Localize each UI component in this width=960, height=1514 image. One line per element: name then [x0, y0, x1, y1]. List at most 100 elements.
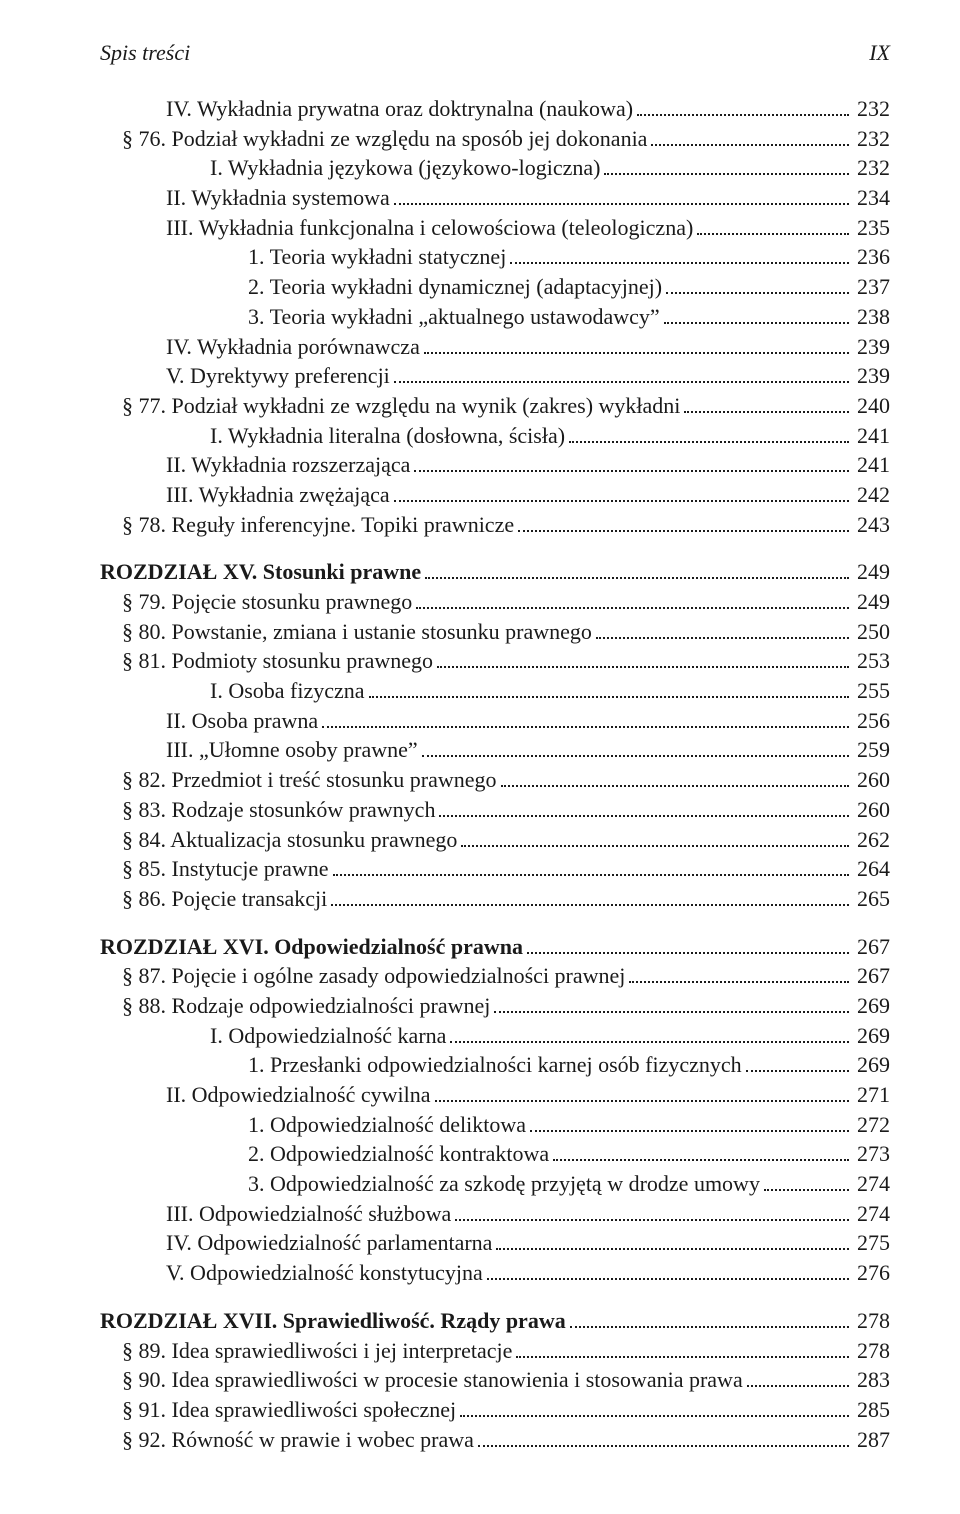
toc-leader-dots: [496, 1229, 849, 1251]
toc-page-number: 269: [853, 1050, 890, 1080]
toc-label: III. Odpowiedzialność służbowa: [166, 1199, 451, 1229]
toc-label: § 92. Równość w prawie i wobec prawa: [122, 1425, 474, 1455]
toc-line: § 89. Idea sprawiedliwości i jej interpr…: [100, 1336, 890, 1366]
toc-label: I. Osoba fizyczna: [210, 676, 365, 706]
toc-label: II. Wykładnia systemowa: [166, 183, 390, 213]
toc-leader-dots: [437, 647, 849, 669]
toc-leader-dots: [322, 706, 849, 728]
toc-page-number: 232: [853, 153, 890, 183]
toc-leader-dots: [425, 558, 849, 580]
toc-line: II. Odpowiedzialność cywilna 271: [100, 1080, 890, 1110]
toc-line: V. Dyrektywy preferencji239: [100, 361, 890, 391]
toc-label: II. Wykładnia rozszerzająca: [166, 450, 410, 480]
toc-page-number: 236: [853, 242, 890, 272]
toc-leader-dots: [455, 1199, 849, 1221]
toc-label: 3. Odpowiedzialność za szkodę przyjętą w…: [248, 1169, 760, 1199]
toc-label: I. Wykładnia językowa (językowo-logiczna…: [210, 153, 600, 183]
toc-page-number: 283: [853, 1365, 890, 1395]
toc-line: § 90. Idea sprawiedliwości w procesie st…: [100, 1365, 890, 1395]
toc-label: II. Osoba prawna: [166, 706, 318, 736]
toc-leader-dots: [478, 1425, 849, 1447]
toc-line: § 87. Pojęcie i ogólne zasady odpowiedzi…: [100, 961, 890, 991]
toc-page-number: 276: [853, 1258, 890, 1288]
toc-label: § 90. Idea sprawiedliwości w procesie st…: [122, 1365, 743, 1395]
toc-leader-dots: [369, 676, 849, 698]
toc-label: § 87. Pojęcie i ogólne zasady odpowiedzi…: [122, 961, 625, 991]
toc-label: 2. Odpowiedzialność kontraktowa: [248, 1139, 549, 1169]
toc-leader-dots: [604, 154, 849, 176]
toc-leader-dots: [516, 1336, 849, 1358]
toc-leader-dots: [637, 94, 849, 116]
toc-line: 1. Przesłanki odpowiedzialności karnej o…: [100, 1050, 890, 1080]
toc-leader-dots: [553, 1140, 849, 1162]
toc-label: III. Wykładnia zwężająca: [166, 480, 390, 510]
toc-page-number: 241: [853, 421, 890, 451]
toc-leader-dots: [746, 1051, 849, 1073]
toc-page-number: 232: [853, 94, 890, 124]
toc-leader-dots: [435, 1080, 849, 1102]
header-right: IX: [869, 40, 890, 66]
toc-page-number: 259: [853, 735, 890, 765]
toc-leader-dots: [487, 1258, 849, 1280]
toc-label: § 83. Rodzaje stosunków prawnych: [122, 795, 435, 825]
toc-line: I. Wykładnia literalna (dosłowna, ścisła…: [100, 421, 890, 451]
toc-label: 1. Odpowiedzialność deliktowa: [248, 1110, 526, 1140]
toc-leader-dots: [651, 124, 849, 146]
toc-page-number: 249: [853, 587, 890, 617]
toc-label: § 86. Pojęcie transakcji: [122, 884, 327, 914]
toc-label: § 82. Przedmiot i treść stosunku prawneg…: [122, 765, 497, 795]
toc-page-number: 234: [853, 183, 890, 213]
toc-line: 2. Teoria wykładni dynamicznej (adaptacy…: [100, 272, 890, 302]
toc-leader-dots: [747, 1365, 849, 1387]
toc-line: II. Wykładnia systemowa 234: [100, 183, 890, 213]
toc-page-number: 269: [853, 991, 890, 1021]
toc-label: § 79. Pojęcie stosunku prawnego: [122, 587, 412, 617]
toc-leader-dots: [439, 795, 849, 817]
toc-label: 1. Przesłanki odpowiedzialności karnej o…: [248, 1050, 742, 1080]
toc-page-number: 241: [853, 450, 890, 480]
toc-label: II. Odpowiedzialność cywilna: [166, 1080, 431, 1110]
toc-page-number: 242: [853, 480, 890, 510]
toc-page-number: 256: [853, 706, 890, 736]
toc-label: I. Wykładnia literalna (dosłowna, ścisła…: [210, 421, 565, 451]
toc-page-number: 267: [853, 961, 890, 991]
header-left: Spis treści: [100, 40, 190, 66]
toc-leader-dots: [510, 243, 849, 265]
toc-leader-dots: [331, 884, 849, 906]
toc-line: III. Wykładnia funkcjonalna i celowościo…: [100, 213, 890, 243]
toc-leader-dots: [530, 1110, 849, 1132]
toc-label: § 76. Podział wykładni ze względu na spo…: [122, 124, 647, 154]
toc-line: IV. Wykładnia prywatna oraz doktrynalna …: [100, 94, 890, 124]
toc-line: 2. Odpowiedzialność kontraktowa 273: [100, 1139, 890, 1169]
toc-line: III. Wykładnia zwężająca 242: [100, 480, 890, 510]
toc-page-number: 262: [853, 825, 890, 855]
toc-page-number: 271: [853, 1080, 890, 1110]
toc-line: I. Osoba fizyczna255: [100, 676, 890, 706]
toc-leader-dots: [394, 361, 849, 383]
toc-label: I. Odpowiedzialność karna: [210, 1021, 446, 1051]
toc-label: § 85. Instytucje prawne: [122, 854, 329, 884]
toc-leader-dots: [664, 302, 849, 324]
toc-line: § 82. Przedmiot i treść stosunku prawneg…: [100, 765, 890, 795]
toc-line: II. Osoba prawna 256: [100, 706, 890, 736]
toc-leader-dots: [666, 272, 849, 294]
toc-leader-dots: [684, 391, 849, 413]
toc-line: V. Odpowiedzialność konstytucyjna276: [100, 1258, 890, 1288]
toc-line: 1. Odpowiedzialność deliktowa272: [100, 1110, 890, 1140]
toc-page-number: 273: [853, 1139, 890, 1169]
toc-page-number: 278: [853, 1306, 890, 1336]
toc-label: 1. Teoria wykładni statycznej: [248, 242, 506, 272]
toc-page-number: 243: [853, 510, 890, 540]
toc-label: § 89. Idea sprawiedliwości i jej interpr…: [122, 1336, 512, 1366]
toc-label: ROZDZIAŁ XVI. Odpowiedzialność prawna: [100, 932, 523, 962]
toc-line: § 86. Pojęcie transakcji 265: [100, 884, 890, 914]
toc-line: § 85. Instytucje prawne264: [100, 854, 890, 884]
toc-line: § 92. Równość w prawie i wobec prawa287: [100, 1425, 890, 1455]
toc-label: IV. Wykładnia prywatna oraz doktrynalna …: [166, 94, 633, 124]
toc-leader-dots: [596, 617, 849, 639]
toc-page-number: 260: [853, 795, 890, 825]
toc-leader-dots: [416, 587, 849, 609]
toc-page-number: 274: [853, 1169, 890, 1199]
toc-line: § 81. Podmioty stosunku prawnego253: [100, 646, 890, 676]
toc-page-number: 265: [853, 884, 890, 914]
